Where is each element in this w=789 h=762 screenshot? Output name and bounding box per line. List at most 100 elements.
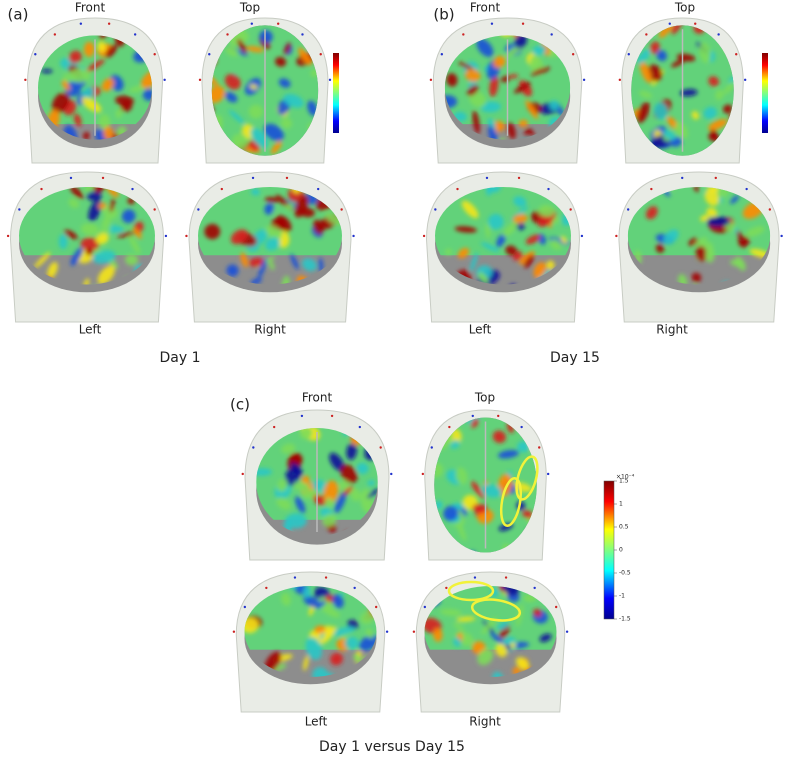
electrode (768, 208, 772, 211)
electrode (448, 425, 451, 429)
heatmap-blob (485, 223, 491, 239)
heatmap-blob (507, 122, 516, 140)
heatmap-blob (722, 163, 736, 173)
heatmap-blob (97, 202, 107, 209)
brain-view (185, 171, 355, 323)
heatmap-blob (295, 496, 306, 514)
heatmap-blob (211, 85, 226, 103)
heatmap-blob (332, 626, 356, 636)
electrode (546, 472, 550, 476)
heatmap-blob (350, 488, 361, 502)
heatmap-blob (281, 275, 291, 285)
heatmap-blob (671, 25, 683, 35)
heatmap-blob (283, 93, 304, 108)
electrode (324, 576, 328, 579)
electrode (626, 208, 630, 211)
heatmap-blob (519, 251, 536, 265)
electrode (293, 576, 297, 579)
electrode (645, 33, 648, 36)
heatmap-blob (303, 586, 311, 598)
heatmap-blob (706, 207, 718, 217)
colorbar-tick-label: -0.5 (619, 570, 631, 577)
electrode (668, 22, 671, 25)
view-label: Top (239, 1, 260, 15)
electrode (533, 586, 536, 590)
heatmap-blob (492, 671, 504, 677)
electrode (276, 22, 280, 25)
brain-view (232, 571, 389, 713)
electrode (164, 234, 168, 238)
electrode (743, 78, 747, 82)
electrode (735, 53, 738, 56)
heatmap-blobs (444, 35, 571, 140)
heatmap-blob (708, 76, 720, 87)
heatmap-blob (280, 117, 293, 129)
brain-view (24, 17, 166, 164)
heatmap-blob (323, 480, 339, 504)
view-label: Front (75, 1, 106, 15)
heatmap-blob (51, 92, 70, 113)
heatmap-blob (325, 497, 334, 508)
heatmap-blob (680, 89, 698, 97)
colorbar (762, 53, 768, 133)
heatmap-blob (512, 214, 528, 224)
electrode (571, 53, 575, 56)
heatmap-blob (525, 234, 541, 245)
heatmap-blob (142, 88, 152, 101)
electrode (569, 208, 572, 211)
view-label: Left (79, 323, 102, 337)
heatmap-blob (663, 229, 679, 245)
heatmap-blob (649, 41, 660, 54)
view-label: Left (469, 323, 492, 337)
electrode (316, 187, 320, 191)
electrode (285, 176, 289, 180)
electrode (353, 586, 356, 590)
heatmap-blob (270, 140, 282, 155)
colorbar-tick-label: 0.5 (619, 524, 629, 531)
heatmap-blob (539, 633, 552, 643)
view-label: Top (474, 391, 495, 405)
heatmap-blob (258, 258, 267, 279)
electrode (24, 78, 27, 82)
heatmap-blob (472, 503, 488, 514)
heatmap-blob (497, 449, 520, 459)
electrode (440, 53, 444, 56)
heatmap-blob (98, 114, 111, 130)
panel-label: (b) (433, 6, 454, 24)
heatmap-blob (533, 608, 542, 617)
heatmap-blob (277, 479, 288, 492)
heatmap-blob (69, 187, 84, 199)
heatmap-blob (278, 78, 291, 88)
heatmap-blob (496, 621, 510, 631)
heatmap-blob (294, 195, 309, 218)
heatmap-blob (83, 278, 90, 285)
heatmap-blob (469, 90, 487, 108)
heatmap-blob (290, 462, 303, 476)
heatmap-blob (230, 229, 249, 245)
heatmap-blob (322, 513, 337, 527)
electrode (717, 33, 720, 36)
colorbar-exponent: ×10⁻⁴ (616, 474, 635, 481)
heatmap-blob (513, 196, 527, 208)
heatmap-blob (318, 257, 324, 274)
heatmap-blob (204, 223, 221, 240)
heatmap-blob (237, 38, 247, 53)
heatmap-blob (250, 188, 260, 196)
heatmap-blob (487, 117, 496, 131)
view-label: Left (305, 715, 328, 729)
heatmap-blob (97, 41, 106, 53)
heatmap-blob (443, 505, 459, 522)
electrode (780, 234, 783, 238)
electrode (131, 187, 134, 191)
electrode (430, 446, 433, 449)
electrode (69, 176, 73, 180)
electrode (385, 630, 389, 633)
heatmap-blob (283, 42, 291, 55)
heatmap-blob (344, 636, 359, 650)
heatmap-blob (276, 497, 291, 510)
heatmap-blob (485, 187, 494, 196)
heatmap-blob (502, 221, 519, 237)
heatmap-blob (109, 198, 115, 213)
heatmap-blob (64, 229, 78, 240)
heatmap-blob (103, 126, 114, 140)
